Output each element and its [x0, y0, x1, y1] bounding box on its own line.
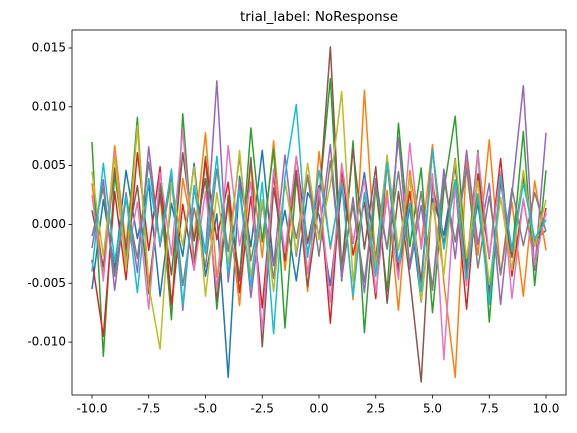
x-tick-label: 7.5: [480, 402, 499, 416]
x-tick-label: -2.5: [251, 402, 274, 416]
plot-area: [91, 46, 547, 383]
x-tick-label: 10.0: [533, 402, 560, 416]
x-tick-label: 5.0: [423, 402, 442, 416]
x-tick-label: 2.5: [366, 402, 385, 416]
series-line: [91, 90, 547, 350]
y-tick-label: 0.015: [32, 40, 66, 54]
y-tick-label: -0.005: [27, 276, 66, 290]
y-tick-label: 0.000: [32, 217, 66, 231]
chart-title: trial_label: NoResponse: [240, 9, 398, 25]
y-tick-label: 0.005: [32, 158, 66, 172]
series-line: [91, 148, 547, 337]
x-tick-label: -5.0: [194, 402, 217, 416]
x-tick-label: 0.0: [309, 402, 328, 416]
series-line: [91, 155, 547, 292]
x-tick-label: -7.5: [137, 402, 160, 416]
series-line: [91, 103, 547, 335]
x-tick-label: -10.0: [76, 402, 107, 416]
y-tick-label: -0.010: [27, 335, 66, 349]
y-tick-label: 0.010: [32, 99, 66, 113]
